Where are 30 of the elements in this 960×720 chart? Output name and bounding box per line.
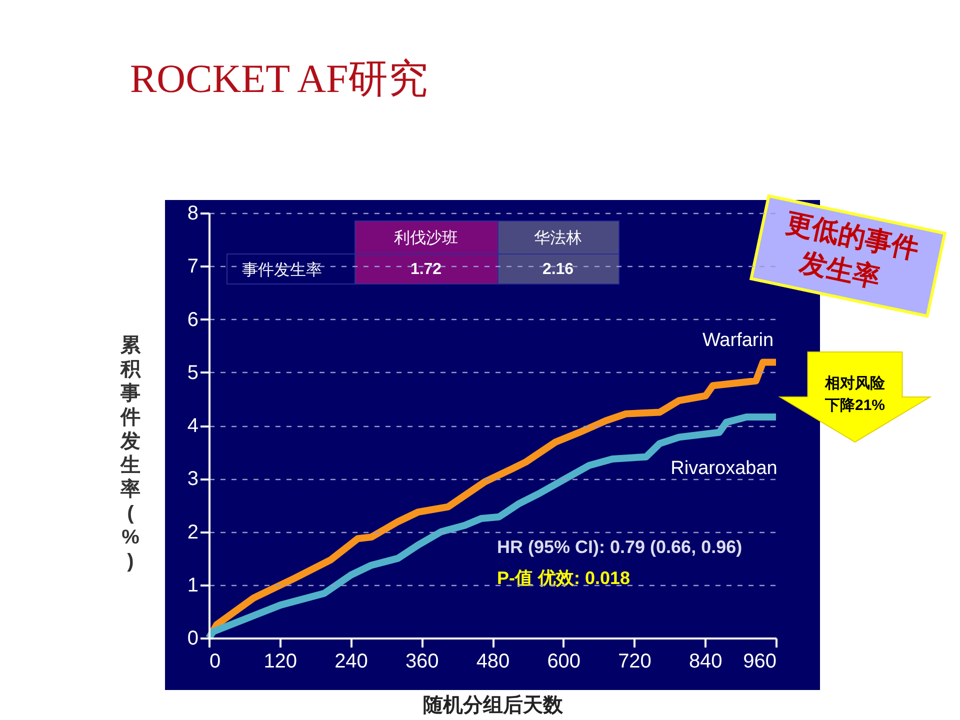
annotation: 1.72 xyxy=(410,261,442,278)
text: 相对风险下降21% xyxy=(824,375,886,414)
y-tick-label: 2 xyxy=(187,521,198,544)
series-label: Rivaroxaban xyxy=(670,458,778,479)
x-tick-label: 120 xyxy=(264,650,298,672)
x-tick-label: 0 xyxy=(210,650,221,672)
x-tick-label: 240 xyxy=(334,650,368,672)
text: 累积事件发生率(%) xyxy=(120,334,140,572)
y-tick-label: 0 xyxy=(187,628,198,650)
annotation: 2.16 xyxy=(542,261,574,278)
annotation: 华法林 xyxy=(534,229,582,247)
x-tick-label: 960 xyxy=(743,650,776,672)
y-tick-label: 5 xyxy=(187,362,198,384)
y-tick-label: 1 xyxy=(187,574,198,596)
text: 更低的事件发生率 xyxy=(783,207,922,294)
chart-title: ROCKET AF研究 xyxy=(130,56,428,101)
x-tick-label: 360 xyxy=(405,650,439,672)
x-tick-label: 720 xyxy=(618,650,652,672)
annotation: 利伐沙班 xyxy=(394,229,458,247)
y-tick-label: 4 xyxy=(187,415,198,437)
x-tick-label: 840 xyxy=(688,650,722,672)
y-tick-label: 8 xyxy=(187,202,198,224)
series-label: Warfarin xyxy=(702,330,774,351)
y-tick-label: 6 xyxy=(187,308,198,331)
annotation: HR (95% CI): 0.79 (0.66, 0.96) xyxy=(497,537,742,557)
x-axis-title: 随机分组后天数 xyxy=(423,694,564,716)
y-tick-label: 3 xyxy=(187,468,198,490)
y-tick-label: 7 xyxy=(187,256,198,278)
x-tick-label: 480 xyxy=(476,650,510,672)
x-tick-label: 600 xyxy=(547,650,581,672)
